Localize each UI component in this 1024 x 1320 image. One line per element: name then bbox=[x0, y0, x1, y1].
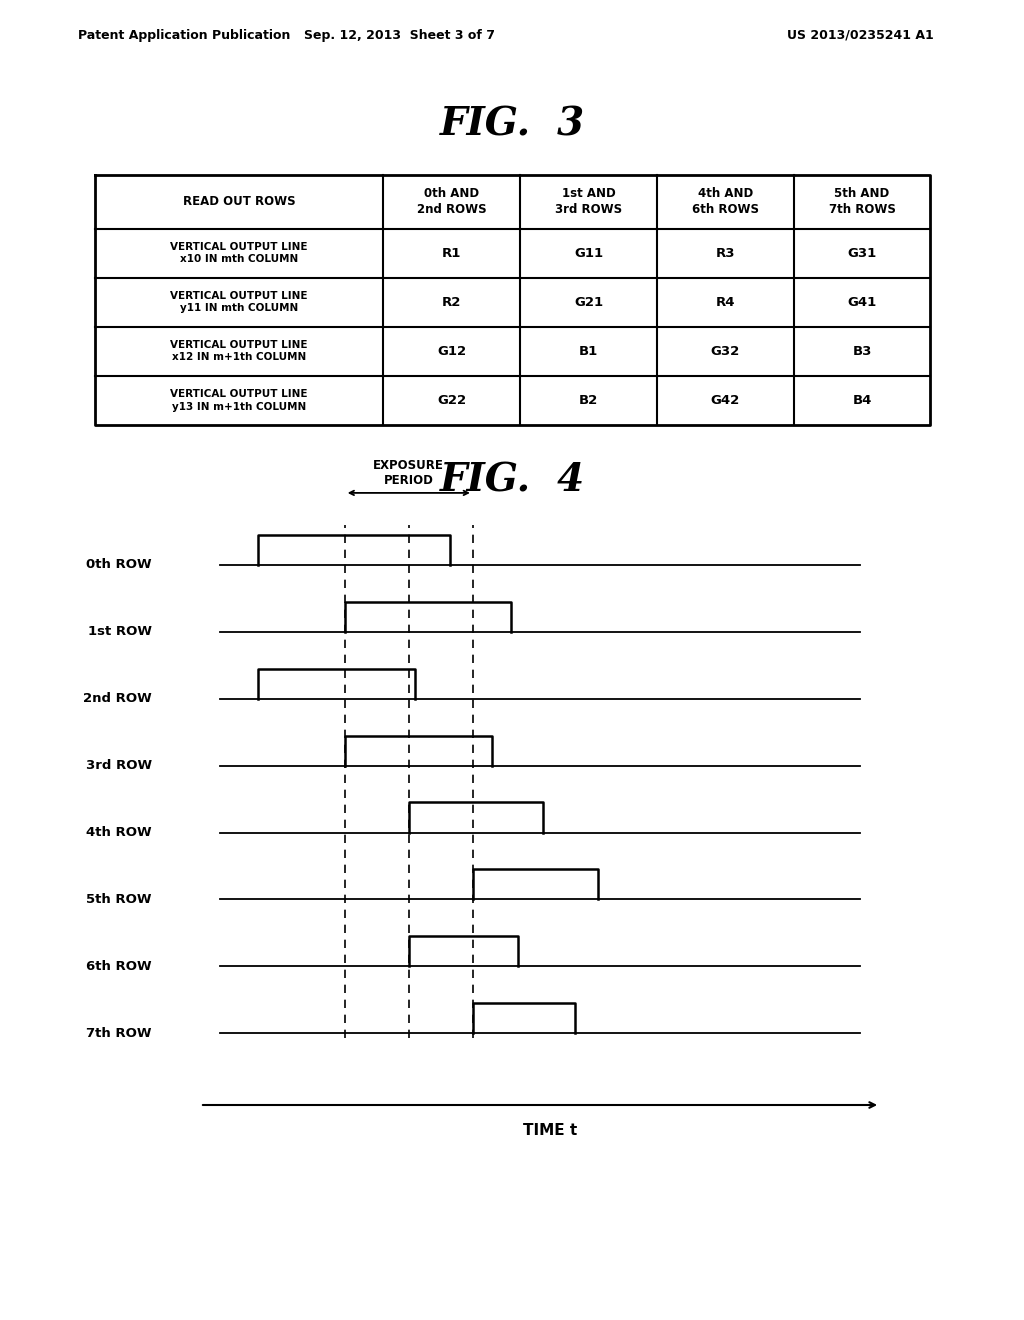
Text: G42: G42 bbox=[711, 393, 740, 407]
Text: G22: G22 bbox=[437, 393, 466, 407]
Text: G41: G41 bbox=[847, 296, 877, 309]
Text: FIG.  4: FIG. 4 bbox=[439, 461, 585, 499]
Text: G11: G11 bbox=[573, 247, 603, 260]
Text: VERTICAL OUTPUT LINE
x10 IN mth COLUMN: VERTICAL OUTPUT LINE x10 IN mth COLUMN bbox=[170, 242, 308, 264]
Text: R3: R3 bbox=[716, 247, 735, 260]
Text: EXPOSURE
PERIOD: EXPOSURE PERIOD bbox=[374, 459, 444, 487]
Text: 0th AND
2nd ROWS: 0th AND 2nd ROWS bbox=[417, 187, 486, 216]
Text: 2nd ROW: 2nd ROW bbox=[83, 692, 152, 705]
Text: G12: G12 bbox=[437, 345, 466, 358]
Text: 7th ROW: 7th ROW bbox=[86, 1027, 152, 1040]
Text: 4th AND
6th ROWS: 4th AND 6th ROWS bbox=[692, 187, 759, 216]
Text: G32: G32 bbox=[711, 345, 740, 358]
Text: US 2013/0235241 A1: US 2013/0235241 A1 bbox=[786, 29, 933, 41]
Text: G21: G21 bbox=[573, 296, 603, 309]
Text: 5th AND
7th ROWS: 5th AND 7th ROWS bbox=[828, 187, 895, 216]
Text: B3: B3 bbox=[852, 345, 871, 358]
Text: Patent Application Publication: Patent Application Publication bbox=[78, 29, 291, 41]
Text: 4th ROW: 4th ROW bbox=[86, 826, 152, 840]
Text: TIME t: TIME t bbox=[523, 1123, 578, 1138]
Text: 3rd ROW: 3rd ROW bbox=[86, 759, 152, 772]
Text: 1st AND
3rd ROWS: 1st AND 3rd ROWS bbox=[555, 187, 622, 216]
Text: 1st ROW: 1st ROW bbox=[88, 626, 152, 639]
Text: B2: B2 bbox=[579, 393, 598, 407]
Text: VERTICAL OUTPUT LINE
x12 IN m+1th COLUMN: VERTICAL OUTPUT LINE x12 IN m+1th COLUMN bbox=[170, 341, 308, 363]
Text: B4: B4 bbox=[852, 393, 871, 407]
Text: VERTICAL OUTPUT LINE
y11 IN mth COLUMN: VERTICAL OUTPUT LINE y11 IN mth COLUMN bbox=[170, 290, 308, 313]
Text: R4: R4 bbox=[716, 296, 735, 309]
Text: B1: B1 bbox=[579, 345, 598, 358]
Text: R2: R2 bbox=[442, 296, 461, 309]
Text: READ OUT ROWS: READ OUT ROWS bbox=[182, 195, 295, 209]
Text: VERTICAL OUTPUT LINE
y13 IN m+1th COLUMN: VERTICAL OUTPUT LINE y13 IN m+1th COLUMN bbox=[170, 389, 308, 412]
Text: R1: R1 bbox=[442, 247, 461, 260]
Text: G31: G31 bbox=[847, 247, 877, 260]
Text: FIG.  3: FIG. 3 bbox=[439, 106, 585, 144]
Text: 0th ROW: 0th ROW bbox=[86, 558, 152, 572]
Text: 6th ROW: 6th ROW bbox=[86, 960, 152, 973]
Text: 5th ROW: 5th ROW bbox=[86, 892, 152, 906]
Text: Sep. 12, 2013  Sheet 3 of 7: Sep. 12, 2013 Sheet 3 of 7 bbox=[304, 29, 496, 41]
